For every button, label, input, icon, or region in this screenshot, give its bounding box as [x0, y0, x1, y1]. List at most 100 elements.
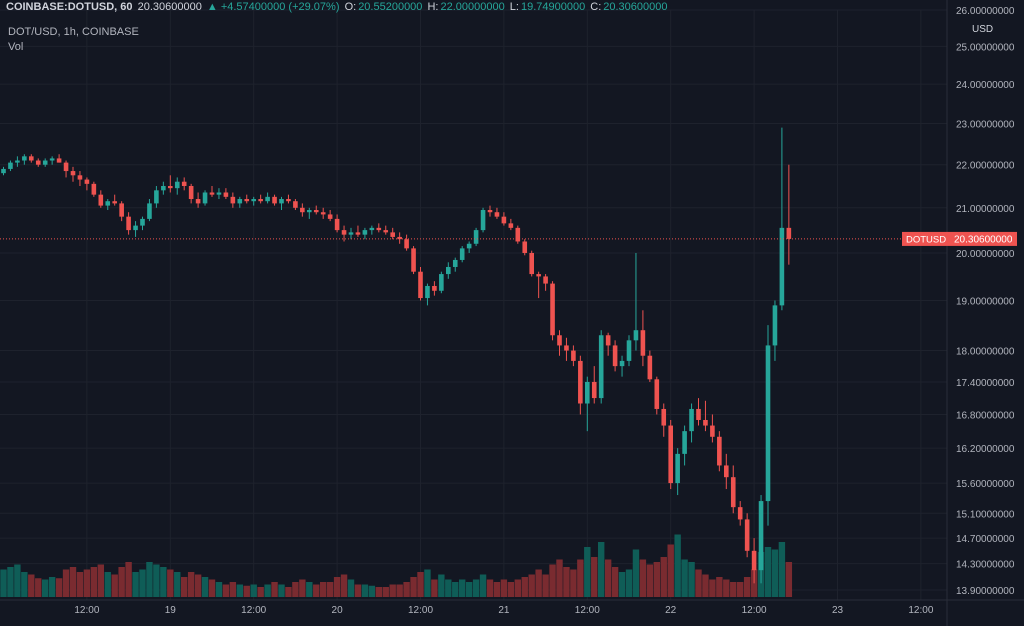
- series-title[interactable]: DOT/USD, 1h, COINBASE: [8, 26, 139, 38]
- candle-body: [168, 186, 173, 189]
- candle-body: [585, 381, 590, 404]
- candle: [605, 332, 611, 356]
- candle: [84, 177, 90, 191]
- volume-bar: [194, 574, 202, 597]
- volume-bar: [556, 559, 563, 597]
- candle: [355, 225, 361, 237]
- candle: [272, 194, 277, 206]
- candle-body: [126, 216, 131, 231]
- price-tick-label: 21.00000000: [956, 204, 1015, 215]
- candle: [432, 281, 437, 296]
- candle: [230, 192, 236, 208]
- volume-bar: [764, 547, 772, 597]
- candle: [49, 156, 55, 165]
- time-axis[interactable]: 12:00 19 12:00 20 12:00 21 12:00 22 12:00 23 12:00: [0, 599, 1024, 616]
- candle-body: [515, 227, 521, 242]
- candle: [258, 194, 263, 204]
- volume-bar: [472, 579, 480, 597]
- volume-bar: [361, 584, 369, 597]
- candle: [147, 199, 152, 222]
- candle: [571, 345, 576, 367]
- candle: [397, 232, 402, 244]
- candle-body: [341, 230, 347, 235]
- candle-body: [279, 199, 284, 204]
- volume-bar: [417, 572, 424, 597]
- candle-body: [355, 232, 361, 235]
- volume-bar: [528, 574, 535, 597]
- candle: [619, 355, 625, 377]
- candle-body: [598, 335, 604, 399]
- volume-bar: [660, 557, 667, 597]
- candle-body: [578, 360, 583, 404]
- candle: [439, 271, 444, 294]
- candle: [543, 274, 548, 291]
- candle-body: [557, 335, 562, 346]
- price-axis[interactable]: 26.00000000 25.00000000 24.00000000 23.0000…: [902, 6, 1017, 597]
- candle-body: [98, 194, 104, 206]
- candle: [633, 252, 639, 351]
- volume-bar: [368, 585, 376, 597]
- price-tick-label: 14.70000000: [956, 534, 1015, 545]
- volume-bar: [278, 584, 285, 597]
- candle-body: [15, 160, 20, 163]
- volume-bar: [424, 569, 431, 597]
- candle: [647, 350, 653, 382]
- volume-bar: [431, 579, 438, 597]
- volume-bar: [48, 577, 56, 597]
- candle: [758, 495, 764, 584]
- candle-body: [1, 168, 6, 174]
- candle: [425, 283, 430, 306]
- candle-body: [105, 201, 111, 206]
- candle: [494, 207, 500, 219]
- candle-body: [473, 230, 479, 244]
- volume-bar: [389, 584, 396, 597]
- price-tag-symbol: DOTUSD: [906, 234, 946, 245]
- time-tick-label: 12:00: [408, 605, 433, 616]
- candle: [244, 194, 250, 204]
- currency-label: USD: [972, 24, 993, 35]
- candle-body: [244, 199, 250, 202]
- candle-body: [459, 248, 465, 260]
- candle: [564, 337, 569, 361]
- candle-body: [174, 181, 180, 189]
- volume-bar: [83, 569, 91, 597]
- candle: [689, 403, 694, 443]
- volume-bar: [347, 579, 355, 597]
- volume-bar: [55, 578, 63, 597]
- candle: [300, 203, 305, 217]
- candle: [383, 225, 389, 235]
- candle: [168, 175, 173, 193]
- candle: [557, 330, 562, 356]
- candle: [612, 340, 618, 372]
- volume-bar: [354, 584, 362, 597]
- volume-bar: [737, 582, 744, 597]
- volume-bar: [153, 564, 160, 597]
- price-tick-label: 26.00000000: [956, 6, 1015, 17]
- price-tick-label: 13.90000000: [956, 586, 1015, 597]
- candle: [15, 156, 20, 167]
- volume-bar: [264, 584, 271, 597]
- candle-body: [390, 232, 395, 237]
- candle: [786, 164, 792, 265]
- volume-indicator-label[interactable]: Vol: [8, 41, 24, 53]
- volume-bar: [771, 549, 779, 597]
- price-tick-label: 16.20000000: [956, 444, 1015, 455]
- candle: [508, 218, 514, 231]
- candle-body: [272, 196, 277, 204]
- volume-bar: [375, 587, 382, 597]
- candle: [35, 158, 41, 167]
- price-tag-value-bg: [949, 231, 1017, 246]
- time-tick-label: 12:00: [575, 605, 600, 616]
- candle: [161, 181, 166, 195]
- candle-body: [675, 453, 680, 484]
- candle-body: [758, 501, 764, 571]
- candle: [202, 190, 208, 206]
- symbol-label[interactable]: COINBASE:DOTUSD, 60: [6, 1, 133, 13]
- candle: [779, 127, 785, 311]
- price-tick-label: 15.60000000: [956, 479, 1015, 490]
- candle-body: [293, 201, 298, 208]
- candle: [404, 234, 409, 251]
- volume-bar: [306, 582, 313, 597]
- candle: [307, 207, 312, 219]
